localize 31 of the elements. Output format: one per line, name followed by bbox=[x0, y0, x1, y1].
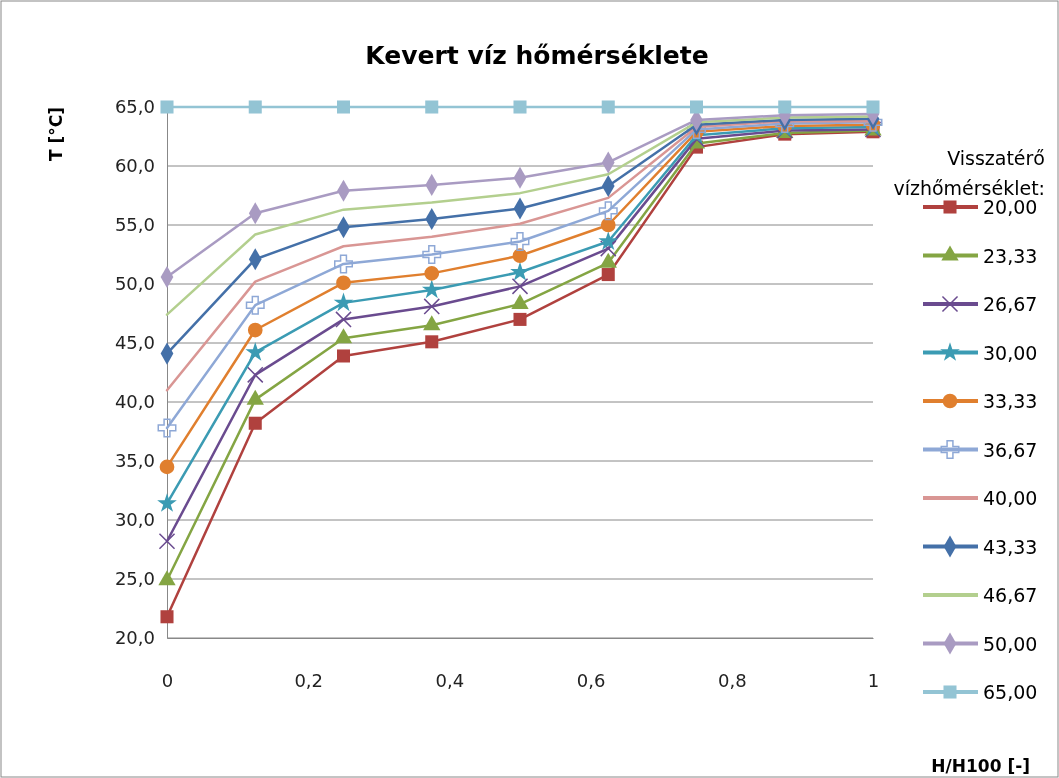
legend-label: 36,67 bbox=[983, 438, 1038, 461]
y-tick-label: 45,0 bbox=[114, 332, 155, 354]
x-axis-title: H/H100 [-] bbox=[931, 756, 1030, 776]
x-tick-label: 0,6 bbox=[576, 669, 606, 691]
legend-label: 43,33 bbox=[983, 535, 1038, 558]
legend-label: 20,00 bbox=[983, 196, 1038, 218]
x-tick-label: 1 bbox=[867, 669, 880, 691]
y-tick-label: 35,0 bbox=[114, 450, 155, 472]
legend-label: 30,00 bbox=[983, 341, 1038, 364]
chart-title: Kevert víz hőmérséklete bbox=[365, 41, 709, 70]
y-tick-label: 40,0 bbox=[114, 391, 155, 413]
y-tick-label: 60,0 bbox=[114, 155, 155, 177]
legend-label: 65,00 bbox=[983, 681, 1038, 703]
legend-label: 33,33 bbox=[983, 390, 1038, 412]
y-tick-label: 20,0 bbox=[114, 627, 155, 649]
y-tick-label: 25,0 bbox=[114, 568, 155, 590]
x-tick-label: 0,8 bbox=[717, 669, 747, 691]
y-tick-label: 55,0 bbox=[114, 214, 155, 236]
legend-label: 23,33 bbox=[983, 244, 1038, 267]
y-tick-label: 50,0 bbox=[114, 273, 155, 295]
y-tick-label: 30,0 bbox=[114, 509, 155, 531]
legend-label: 46,67 bbox=[983, 584, 1038, 606]
x-tick-label: 0,2 bbox=[294, 669, 324, 691]
x-tick-label: 0,4 bbox=[435, 669, 465, 691]
legend-label: 50,00 bbox=[983, 632, 1038, 655]
legend-label: 26,67 bbox=[983, 293, 1038, 315]
legend-label: 40,00 bbox=[983, 487, 1038, 509]
y-tick-label: 65,0 bbox=[114, 96, 155, 118]
legend-title: Visszatérő vízhőmérséklet: bbox=[893, 147, 1045, 199]
x-tick-label: 0 bbox=[161, 669, 174, 691]
y-axis-title: T [°C] bbox=[46, 107, 66, 162]
